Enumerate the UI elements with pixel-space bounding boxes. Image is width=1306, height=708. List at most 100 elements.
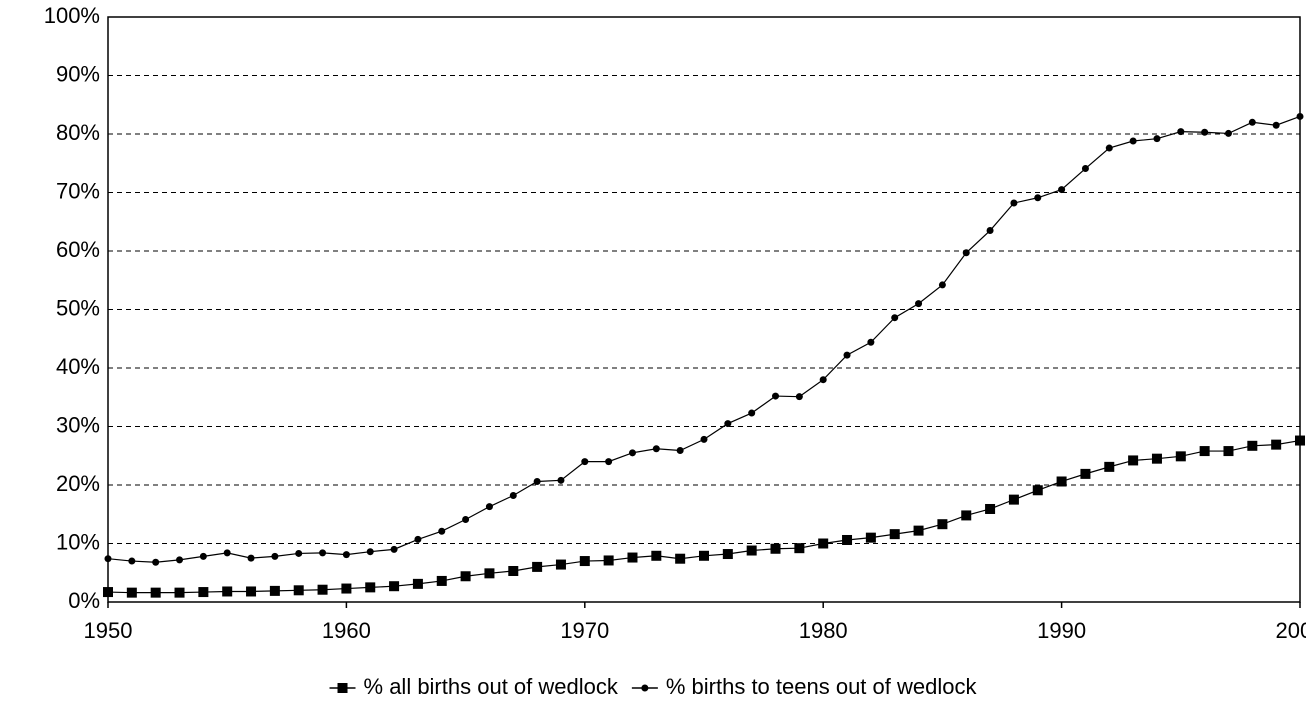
x-tick-label: 1990 bbox=[1037, 618, 1086, 643]
point bbox=[772, 392, 780, 400]
point bbox=[198, 587, 209, 598]
point bbox=[724, 420, 732, 428]
point bbox=[603, 555, 614, 566]
point bbox=[293, 585, 304, 596]
point bbox=[462, 516, 470, 524]
point bbox=[700, 435, 708, 443]
point bbox=[389, 581, 400, 592]
point bbox=[366, 548, 374, 556]
legend-label: % births to teens out of wedlock bbox=[666, 674, 978, 699]
point bbox=[1272, 121, 1280, 129]
point bbox=[889, 529, 900, 540]
point bbox=[962, 249, 970, 257]
point bbox=[199, 552, 207, 560]
point bbox=[1248, 118, 1256, 126]
x-tick-label: 1950 bbox=[84, 618, 133, 643]
point bbox=[913, 525, 924, 536]
y-tick-label: 10% bbox=[56, 529, 100, 554]
x-tick-label: 1970 bbox=[560, 618, 609, 643]
point bbox=[1104, 461, 1115, 472]
point bbox=[699, 550, 709, 561]
point bbox=[1010, 199, 1018, 207]
point bbox=[675, 553, 686, 564]
series-line bbox=[107, 439, 1301, 594]
series-line bbox=[107, 115, 1301, 563]
y-tick-label: 40% bbox=[56, 354, 100, 379]
point bbox=[365, 582, 376, 593]
point bbox=[819, 376, 827, 384]
point bbox=[627, 552, 638, 563]
point bbox=[533, 477, 541, 485]
point bbox=[985, 503, 996, 514]
point bbox=[1081, 165, 1089, 173]
point bbox=[341, 583, 352, 594]
point bbox=[1056, 476, 1067, 487]
point bbox=[1223, 446, 1234, 457]
plot-frame bbox=[107, 16, 1301, 603]
point bbox=[915, 300, 923, 308]
point bbox=[1080, 468, 1091, 479]
point bbox=[1247, 440, 1258, 451]
point bbox=[436, 575, 447, 586]
point bbox=[1034, 194, 1042, 202]
point bbox=[794, 543, 805, 554]
legend-label: % all births out of wedlock bbox=[364, 674, 619, 699]
point bbox=[223, 549, 231, 557]
point bbox=[770, 543, 781, 554]
point bbox=[676, 446, 684, 454]
point bbox=[1128, 455, 1139, 466]
point bbox=[269, 585, 280, 596]
point bbox=[748, 409, 756, 417]
point bbox=[1105, 144, 1113, 152]
point bbox=[961, 510, 972, 521]
point bbox=[651, 550, 662, 561]
y-tick-label: 0% bbox=[68, 588, 100, 613]
point bbox=[1032, 485, 1043, 496]
y-tick-label: 80% bbox=[56, 120, 100, 145]
point bbox=[246, 586, 257, 597]
point bbox=[1058, 186, 1066, 194]
point bbox=[1199, 446, 1210, 457]
point bbox=[532, 561, 543, 572]
point bbox=[174, 587, 185, 598]
point bbox=[795, 393, 803, 401]
point bbox=[414, 535, 422, 543]
point bbox=[104, 555, 112, 563]
point bbox=[1153, 135, 1161, 143]
point bbox=[319, 549, 327, 557]
point bbox=[1008, 494, 1019, 505]
point bbox=[103, 587, 113, 598]
point bbox=[390, 545, 398, 553]
point bbox=[746, 545, 757, 556]
point bbox=[176, 556, 184, 564]
point bbox=[126, 587, 137, 598]
legend-swatch bbox=[641, 684, 649, 692]
point bbox=[222, 586, 233, 597]
point bbox=[271, 552, 279, 560]
point bbox=[843, 351, 851, 359]
y-tick-label: 20% bbox=[56, 471, 100, 496]
y-tick-label: 60% bbox=[56, 237, 100, 262]
point bbox=[509, 492, 517, 500]
point bbox=[581, 458, 589, 466]
point bbox=[247, 554, 255, 562]
point bbox=[150, 587, 161, 598]
y-tick-label: 100% bbox=[44, 3, 100, 28]
point bbox=[1296, 112, 1304, 120]
point bbox=[438, 527, 446, 535]
point bbox=[484, 568, 495, 579]
point bbox=[891, 314, 899, 322]
point bbox=[1151, 453, 1162, 464]
point bbox=[460, 571, 471, 582]
point bbox=[1271, 439, 1282, 450]
point bbox=[628, 449, 636, 457]
point bbox=[986, 227, 994, 235]
y-tick-label: 30% bbox=[56, 412, 100, 437]
point bbox=[722, 549, 733, 560]
point bbox=[1201, 128, 1209, 136]
point bbox=[938, 281, 946, 289]
point bbox=[342, 551, 350, 559]
point bbox=[1224, 129, 1232, 137]
y-tick-label: 70% bbox=[56, 178, 100, 203]
point bbox=[865, 532, 876, 543]
